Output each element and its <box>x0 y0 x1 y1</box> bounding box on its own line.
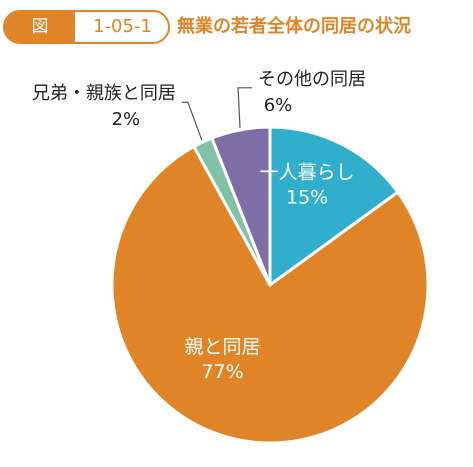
slice-label-0: 一人暮らし <box>260 161 355 183</box>
slice-label-1: 親と同居 <box>185 336 261 358</box>
slice-value-3: 6% <box>264 95 293 116</box>
figure-label: 図 <box>31 17 49 37</box>
leader-line-3 <box>237 87 253 128</box>
leader-line-2 <box>181 101 203 141</box>
slice-value-2: 2% <box>112 109 141 130</box>
pie-slice-3 <box>210 125 272 287</box>
slice-value-0: 15% <box>286 186 328 208</box>
figure-badge: 図 1-05-1 <box>3 10 170 44</box>
slice-label-3: その他の同居 <box>258 69 366 90</box>
pie-slice-0 <box>268 125 400 287</box>
chart-title: 無業の若者全体の同居の状況 <box>177 16 411 37</box>
slice-label-2: 兄弟・親族と同居 <box>32 83 176 104</box>
figure-number: 1-05-1 <box>93 16 152 37</box>
slice-value-1: 77% <box>201 361 243 383</box>
figure-badge-fill <box>5 12 75 42</box>
pie-slice-1 <box>110 145 430 445</box>
